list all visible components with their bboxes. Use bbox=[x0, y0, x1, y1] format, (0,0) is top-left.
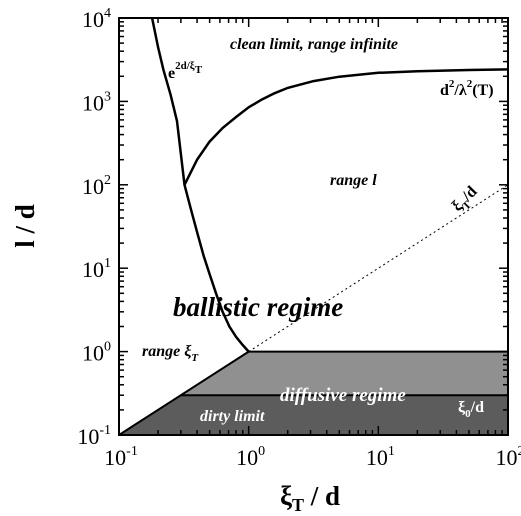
x-tick-label: 101 bbox=[366, 444, 395, 470]
series-line-2 bbox=[248, 184, 509, 353]
series-line-1 bbox=[183, 68, 509, 186]
label-xi-0: ξ0/d bbox=[458, 399, 484, 420]
x-axis-title: ξT / d bbox=[280, 481, 340, 515]
plot-frame bbox=[118, 17, 509, 436]
x-tick-label: 102 bbox=[496, 444, 521, 470]
y-tick-label: 101 bbox=[82, 256, 111, 282]
y-tick-label: 104 bbox=[82, 6, 111, 32]
region-1 bbox=[180, 351, 508, 396]
y-tick-label: 10-1 bbox=[77, 423, 111, 449]
annotation-ballistic-regime: ballistic regime bbox=[173, 292, 343, 322]
y-tick-label: 100 bbox=[82, 340, 111, 366]
series-line-0 bbox=[150, 17, 250, 353]
regions-layer bbox=[119, 351, 508, 435]
label-xi-T-line: ξT/d bbox=[449, 183, 484, 218]
annotation-range-l: range l bbox=[330, 172, 377, 189]
y-tick-label: 102 bbox=[82, 173, 111, 199]
label-exp-curve: e2d/ξT bbox=[168, 60, 203, 82]
tick-labels-layer: 10-1 100 101 102 10-1 100 101 102 103 104 bbox=[77, 6, 521, 470]
x-tick-label: 10-1 bbox=[104, 444, 138, 470]
y-axis-title: l / d bbox=[10, 204, 40, 248]
annotation-diffusive-regime: diffusive regime bbox=[280, 385, 406, 406]
label-d2-lambda2-curve: d2/λ2(T) bbox=[440, 78, 494, 99]
annotation-dirty-limit: dirty limit bbox=[200, 408, 265, 425]
ticks-layer bbox=[118, 17, 509, 436]
lines-layer bbox=[118, 17, 509, 436]
y-tick-label: 103 bbox=[82, 89, 111, 115]
annotation-clean-limit: clean limit, range infinite bbox=[230, 36, 398, 53]
boundary-line-0 bbox=[118, 350, 250, 436]
x-tick-label: 100 bbox=[236, 444, 265, 470]
annotation-range-xi: range ξT bbox=[142, 343, 199, 364]
region-0 bbox=[119, 395, 508, 435]
